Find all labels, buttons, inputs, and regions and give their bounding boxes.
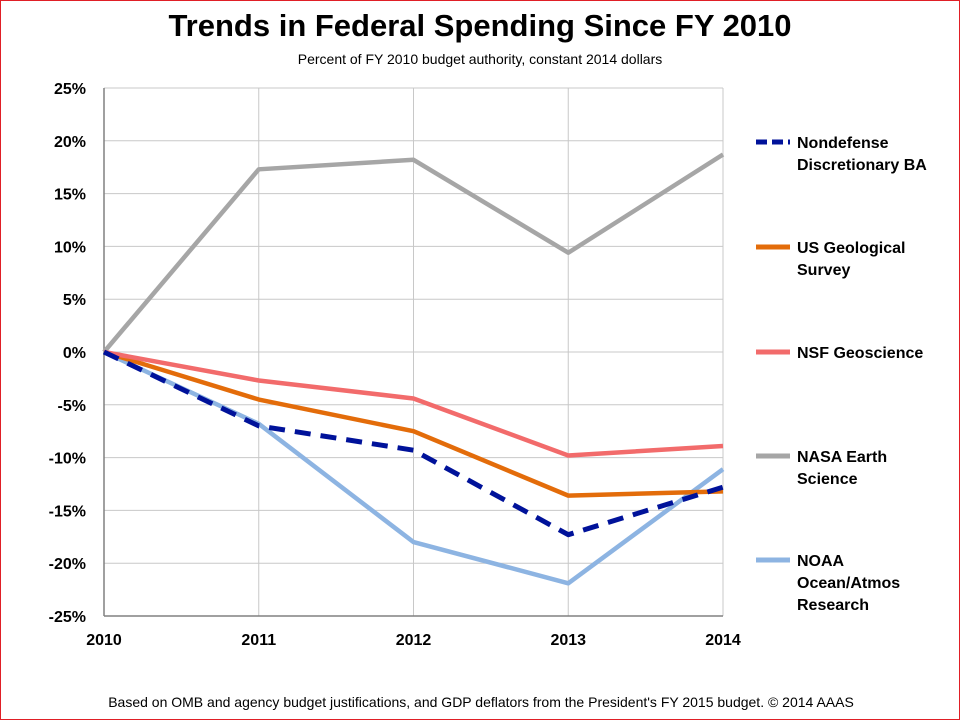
y-tick-label: 0% [63, 345, 86, 362]
y-tick-label: 10% [54, 239, 86, 256]
axes: 25% 20% 15% 10% 5% 0% -5% -10% -15% -20% -25%2010 2… [49, 81, 741, 649]
series-lines [102, 152, 725, 586]
legend-item: NASA Earth Science [756, 449, 887, 488]
legend-label: Ocean/Atmos [797, 575, 900, 592]
legend-label: Research [797, 597, 869, 614]
x-tick-label: 2012 [396, 632, 432, 649]
y-tick-label: 15% [54, 187, 86, 204]
y-tick-label: -25% [49, 609, 86, 626]
legend-label: US Geological [797, 240, 905, 257]
x-tick-label: 2013 [550, 632, 586, 649]
legend-label: Nondefense [797, 135, 889, 152]
legend: Nondefense Discretionary BA US Geological S… [756, 135, 927, 614]
legend-item: Nondefense Discretionary BA [756, 135, 927, 174]
x-tick-label: 2010 [86, 632, 122, 649]
series-line-nasa-earth-science [102, 152, 725, 354]
legend-label: NOAA [797, 553, 845, 570]
legend-label: NASA Earth [797, 449, 887, 466]
series-line-nondefense-discretionary-ba [102, 349, 724, 538]
legend-item: US Geological Survey [756, 240, 905, 279]
y-tick-label: -15% [49, 503, 86, 520]
legend-label: Survey [797, 262, 850, 279]
source-note: Based on OMB and agency budget justifica… [108, 694, 854, 710]
legend-label: Science [797, 471, 858, 488]
legend-label: Discretionary BA [797, 157, 927, 174]
y-tick-label: -10% [49, 451, 86, 468]
y-tick-label: -20% [49, 556, 86, 573]
y-tick-label: 25% [54, 81, 86, 98]
chart-title: Trends in Federal Spending Since FY 2010 [168, 8, 792, 43]
y-tick-label: -5% [58, 398, 86, 415]
x-tick-label: 2011 [241, 632, 276, 649]
series-line-nsf-geoscience [103, 349, 724, 458]
legend-item: NSF Geoscience [756, 345, 923, 362]
series-line-us-geological-survey [103, 349, 724, 498]
chart-subtitle: Percent of FY 2010 budget authority, con… [297, 51, 663, 67]
y-tick-label: 5% [63, 292, 86, 309]
legend-item: NOAA Ocean/Atmos Research [756, 553, 900, 614]
y-tick-label: 20% [54, 134, 86, 151]
legend-label: NSF Geoscience [797, 345, 923, 362]
x-tick-label: 2014 [705, 632, 741, 649]
